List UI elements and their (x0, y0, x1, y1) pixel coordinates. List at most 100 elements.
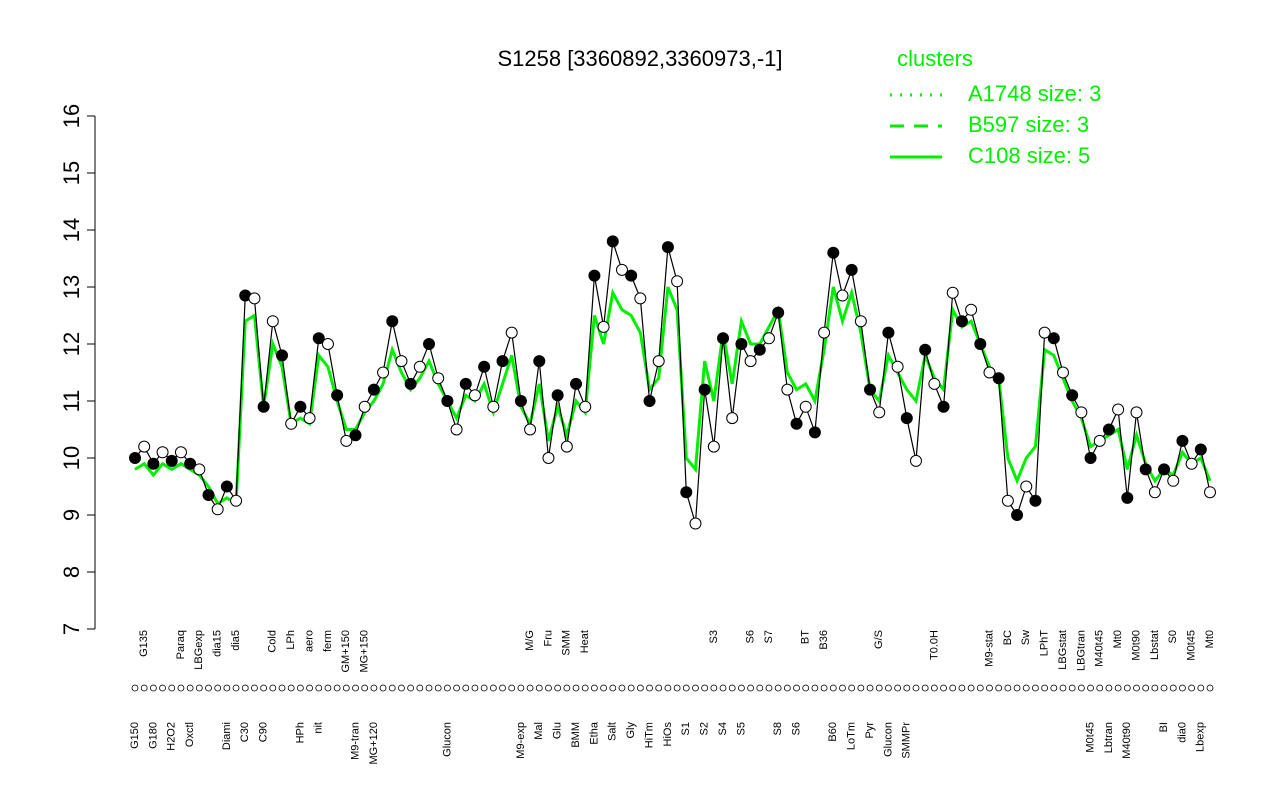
legend-title: clusters (897, 46, 973, 71)
rug-dot (186, 684, 194, 692)
data-point (147, 457, 160, 470)
data-point (1167, 474, 1180, 487)
y-tick-label: 10 (59, 446, 84, 470)
rug-dot (728, 684, 736, 692)
rug-dot (489, 684, 497, 692)
data-point (854, 315, 867, 328)
rug-dot (324, 684, 332, 692)
rug-dot (526, 684, 534, 692)
rug-dot (241, 684, 249, 692)
data-point (707, 440, 720, 453)
data-point (615, 263, 628, 276)
x-tick-label: G135 (138, 630, 150, 657)
x-tick-label: SMMPr (901, 722, 913, 759)
x-tick-label: Salt (607, 722, 619, 741)
rug-dot (581, 684, 589, 692)
x-tick-label: aero (303, 630, 315, 652)
rug-dot (508, 684, 516, 692)
rug-dot (1087, 684, 1094, 692)
x-tick-label: C30 (239, 722, 251, 742)
rug-dot (1169, 684, 1177, 692)
x-tick-label: M0t90 (1130, 630, 1142, 661)
rug-dot (1059, 684, 1067, 692)
x-tick-label: M9-exp (515, 722, 527, 759)
rug-dot (195, 684, 203, 692)
rug-dot (1123, 684, 1131, 692)
rug-dot (600, 684, 607, 692)
rug-dot (1077, 684, 1085, 692)
rug-dot (618, 684, 626, 692)
rug-dot (462, 684, 470, 692)
x-tick-label: S7 (763, 630, 775, 643)
rug-dot (1096, 684, 1104, 692)
rug-dot (370, 684, 378, 692)
data-point (606, 235, 619, 248)
rug-dot (921, 684, 929, 692)
rug-dot (930, 684, 938, 692)
x-tick-label: Cold (267, 630, 279, 653)
data-point (928, 377, 941, 390)
x-tick-label: S8 (772, 722, 784, 735)
x-tick-label: M9-stat (983, 630, 995, 667)
data-point (1084, 452, 1097, 464)
rug-dot (425, 684, 433, 692)
rug-dot (140, 684, 148, 692)
x-tick-label: M40t90 (1121, 722, 1133, 759)
rug-dot (535, 684, 543, 692)
rug-dot (894, 684, 902, 692)
rug-dot (848, 684, 856, 692)
data-point (680, 486, 693, 499)
data-point (864, 383, 877, 396)
x-tick-label: M0t45 (1084, 722, 1096, 753)
rug-dot (710, 684, 718, 692)
data-point (129, 452, 141, 464)
rug-dot (1206, 684, 1214, 692)
rug-dot (352, 684, 359, 692)
rug-dot (223, 684, 231, 692)
x-tick-label: Glu (552, 722, 564, 739)
data-point (404, 377, 417, 390)
cluster-line (134, 286, 1212, 507)
data-point (1148, 486, 1161, 499)
data-point (588, 269, 601, 282)
data-point (983, 366, 996, 379)
y-tick-label: 12 (59, 332, 84, 356)
rug-dot (802, 684, 810, 692)
data-point (873, 406, 886, 419)
data-point (753, 343, 766, 356)
rug-dot (1022, 684, 1030, 692)
x-tick-label: T0.0H (928, 630, 940, 660)
x-tick-label: LBGstat (1057, 630, 1069, 670)
data-point (818, 326, 831, 339)
x-tick-label: LoTm (846, 722, 858, 750)
data-point (661, 241, 674, 254)
data-point (652, 355, 665, 368)
x-tick-label: HPh (294, 722, 306, 743)
x-tick-label: S6 (745, 630, 757, 643)
legend-label: A1748 size: 3 (968, 81, 1101, 106)
data-point (276, 349, 289, 362)
data-line (134, 241, 1211, 524)
rug-dot (554, 684, 562, 692)
data-point (321, 338, 334, 350)
data-point (882, 326, 895, 339)
data-point (496, 355, 509, 368)
x-tick-label: nit (313, 722, 325, 734)
x-tick-label: BT (800, 630, 812, 644)
rug-dot (1050, 684, 1058, 692)
rug-dot (1197, 684, 1205, 692)
data-point (294, 400, 307, 413)
x-tick-label: S1 (680, 722, 692, 735)
rug-dot (839, 684, 846, 692)
data-point (597, 320, 610, 333)
data-point (946, 286, 959, 299)
x-tick-label: HiOs (662, 722, 674, 747)
data-point (1176, 434, 1189, 447)
x-tick-label: Lbtran (1103, 722, 1115, 753)
rug-dot (278, 684, 286, 692)
data-point (726, 412, 739, 425)
x-tick-label: G150 (129, 722, 141, 749)
data-point (349, 429, 362, 442)
y-tick-label: 11 (59, 390, 84, 413)
data-point (193, 463, 206, 476)
